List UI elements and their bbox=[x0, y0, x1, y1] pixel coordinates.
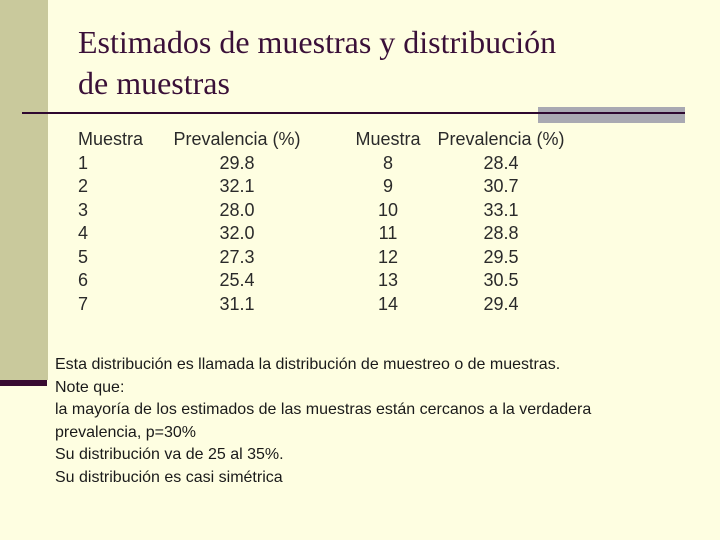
cell-muestra-left: 6 bbox=[78, 270, 89, 290]
slide-title-line1: Estimados de muestras y distribución bbox=[78, 24, 557, 60]
note-line: Su distribución va de 25 al 35%. bbox=[55, 446, 284, 463]
cell-prevalencia-left: 28.0 bbox=[219, 199, 255, 220]
cell-muestra-right: 12 bbox=[377, 246, 399, 267]
cell-muestra-left: 5 bbox=[78, 246, 89, 267]
column-spacer bbox=[308, 128, 350, 152]
note-line: Esta distribución es llamada la distribu… bbox=[55, 356, 561, 373]
cell-prevalencia-left: 31.1 bbox=[219, 293, 255, 314]
title-accent-bar bbox=[538, 107, 685, 123]
note-line: Note que: bbox=[55, 378, 125, 396]
slide-title: Estimados de muestras y distribución de … bbox=[78, 22, 688, 104]
table-row: 2 32.1 9 30.7 bbox=[78, 175, 576, 199]
table-row: 3 28.0 10 33.1 bbox=[78, 199, 576, 223]
cell-prevalencia-left: 32.1 bbox=[219, 176, 255, 196]
cell-muestra-left: 1 bbox=[78, 152, 89, 173]
notes-block: Esta distribución es llamada la distribu… bbox=[55, 354, 695, 489]
cell-prevalencia-right: 29.4 bbox=[483, 293, 519, 314]
cell-prevalencia-left: 29.8 bbox=[219, 152, 255, 173]
cell-muestra-left: 7 bbox=[78, 293, 89, 314]
note-line: Su distribución es casi simétrica bbox=[55, 468, 283, 486]
column-spacer bbox=[308, 199, 350, 223]
cell-muestra-right: 13 bbox=[377, 270, 399, 290]
column-header-prevalencia-right: Prevalencia (%) bbox=[437, 129, 565, 149]
note-line: la mayoría de los estimados de las muest… bbox=[55, 401, 592, 418]
slide-title-line2: de muestras bbox=[78, 65, 230, 101]
cell-prevalencia-left: 27.3 bbox=[219, 246, 255, 267]
cell-prevalencia-right: 30.7 bbox=[483, 176, 519, 196]
table-header-row: Muestra Prevalencia (%) Muestra Prevalen… bbox=[78, 128, 576, 152]
left-accent-bar bbox=[0, 380, 47, 386]
column-spacer bbox=[308, 269, 350, 293]
column-header-prevalencia-left: Prevalencia (%) bbox=[173, 129, 301, 149]
cell-prevalencia-right: 29.5 bbox=[483, 246, 519, 267]
cell-muestra-right: 8 bbox=[382, 152, 393, 173]
table-row: 5 27.3 12 29.5 bbox=[78, 246, 576, 270]
cell-muestra-right: 9 bbox=[382, 176, 393, 196]
column-spacer bbox=[308, 222, 350, 246]
left-sidebar-bar bbox=[0, 0, 48, 380]
note-line: prevalencia, p=30% bbox=[55, 423, 196, 441]
cell-muestra-right: 10 bbox=[377, 199, 399, 220]
cell-prevalencia-right: 33.1 bbox=[483, 199, 519, 220]
table-row: 7 31.1 14 29.4 bbox=[78, 293, 576, 317]
cell-prevalencia-right: 30.5 bbox=[483, 270, 519, 290]
title-underline bbox=[22, 112, 685, 114]
cell-prevalencia-right: 28.4 bbox=[483, 152, 519, 173]
table-row: 4 32.0 11 28.8 bbox=[78, 222, 576, 246]
table-row: 6 25.4 13 30.5 bbox=[78, 269, 576, 293]
cell-muestra-left: 2 bbox=[78, 176, 89, 196]
cell-prevalencia-left: 32.0 bbox=[219, 223, 255, 243]
column-spacer bbox=[308, 175, 350, 199]
column-spacer bbox=[308, 152, 350, 176]
cell-prevalencia-right: 28.8 bbox=[483, 223, 519, 243]
column-spacer bbox=[308, 246, 350, 270]
samples-table: Muestra Prevalencia (%) Muestra Prevalen… bbox=[78, 128, 576, 316]
column-header-muestra-left: Muestra bbox=[78, 129, 144, 149]
cell-muestra-left: 3 bbox=[78, 199, 89, 220]
cell-prevalencia-left: 25.4 bbox=[219, 270, 255, 290]
cell-muestra-left: 4 bbox=[78, 223, 89, 243]
column-spacer bbox=[308, 293, 350, 317]
table-row: 1 29.8 8 28.4 bbox=[78, 152, 576, 176]
cell-muestra-right: 14 bbox=[377, 293, 399, 314]
column-header-muestra-right: Muestra bbox=[355, 129, 421, 149]
cell-muestra-right: 11 bbox=[378, 223, 398, 243]
